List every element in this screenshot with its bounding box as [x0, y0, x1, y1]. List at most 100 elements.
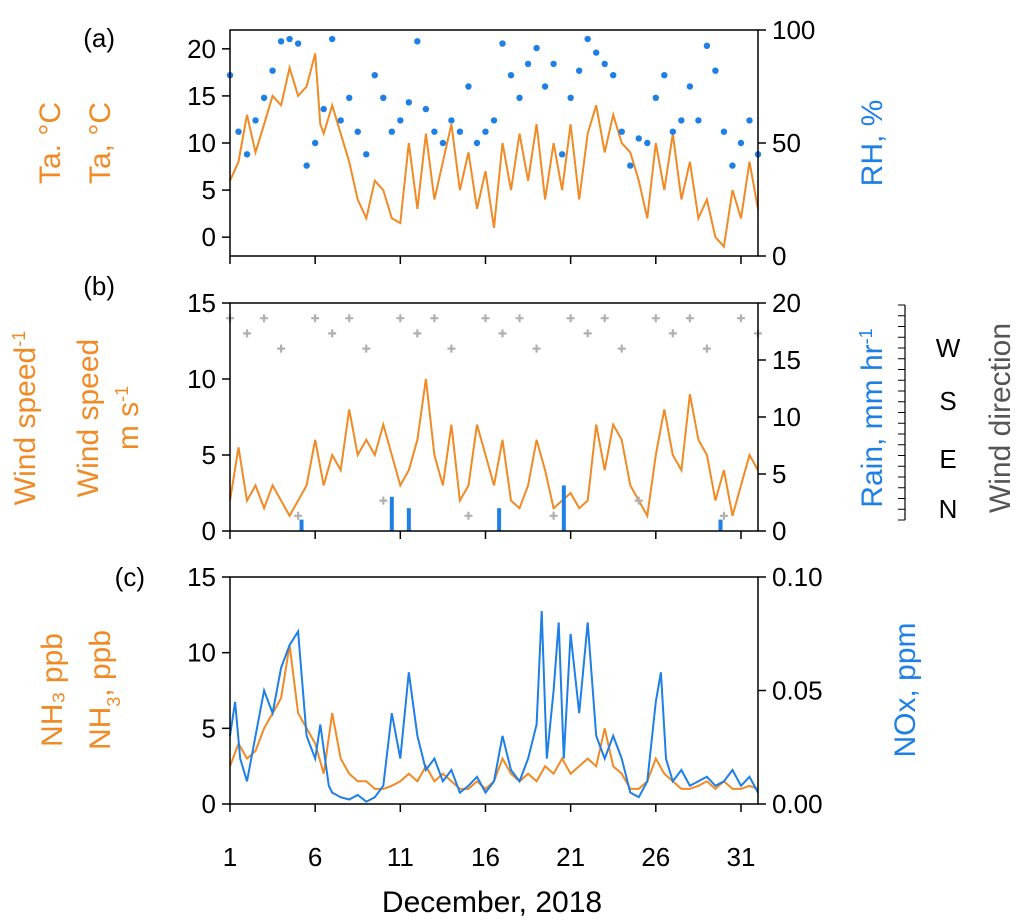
panel-c-data	[229, 610, 759, 803]
wind-direction-point	[736, 314, 745, 323]
rain-bar	[299, 519, 304, 531]
wind-direction-point	[498, 329, 507, 338]
panel-b-left-ticks: 0 5 10 15	[187, 288, 230, 546]
wind-direction-point	[617, 344, 626, 353]
rh-point	[294, 40, 302, 47]
panel-label-c: (c)	[115, 562, 145, 592]
rh-point	[618, 128, 625, 135]
wind-direction-point	[413, 329, 422, 338]
wind-direction-point	[600, 314, 609, 323]
rh-point	[414, 38, 421, 45]
wind-direction-point	[362, 344, 371, 353]
rh-point	[328, 35, 336, 43]
rh-point	[695, 117, 702, 124]
left-tick-label: 15	[187, 562, 216, 592]
right-tick-label: 100	[772, 15, 815, 45]
wind-direction-point	[277, 344, 286, 353]
wind-direction-point	[464, 511, 473, 520]
rh-point	[507, 72, 515, 79]
panel-c-right-label: NOx, ppm	[889, 622, 922, 757]
left-tick-label: 20	[187, 34, 216, 64]
rh-point	[473, 139, 481, 147]
wind-direction-point	[328, 329, 337, 338]
rh-point	[337, 117, 344, 124]
rh-point	[465, 83, 472, 90]
direction-label-W: W	[936, 333, 961, 363]
wind-direction-point	[379, 496, 388, 505]
wind-direction-point	[396, 314, 405, 323]
panel-a-left-ticks: 0 5 10 15 20	[187, 34, 230, 252]
panel-c-left-label: NH3, ppb	[84, 630, 124, 750]
panel-c-left-label-ghost: NH₃ ppb	[36, 633, 69, 747]
panel-a-left-label-ghost: Ta. °C	[34, 102, 67, 184]
rh-point	[610, 72, 617, 79]
direction-label-E: E	[939, 444, 956, 474]
panel-c: (c) 0 5 10 15 0.00 0.05 0.10 NH₃ ppb NH3, ppb…	[36, 562, 922, 819]
right-tick-label: 50	[772, 128, 801, 158]
series-line-wind-speed	[229, 378, 759, 519]
wind-direction-point	[260, 314, 269, 323]
rh-point	[541, 83, 549, 90]
rh-point	[601, 60, 608, 68]
left-tick-label: 10	[187, 638, 216, 668]
rh-point	[260, 94, 268, 102]
rh-point	[482, 128, 489, 135]
rh-point	[746, 117, 753, 124]
panel-a-right-ticks: 0 50 100	[758, 15, 815, 271]
left-tick-label: 0	[202, 789, 216, 819]
wind-direction-point	[549, 511, 558, 520]
x-tick-label: 11	[387, 842, 414, 872]
rh-point	[499, 40, 506, 47]
rh-point	[405, 99, 413, 106]
rh-point	[652, 94, 660, 102]
panel-b-data	[226, 314, 762, 531]
panel-label-a: (a)	[83, 23, 115, 53]
rh-point	[703, 42, 711, 50]
panel-a-left-label: Ta, °C	[84, 102, 117, 184]
panel-b-left-label-line1: Wind speed	[72, 339, 105, 497]
rh-point	[524, 60, 532, 68]
left-tick-label: 5	[202, 175, 216, 205]
rh-point	[439, 139, 447, 147]
panel-a-frame	[229, 29, 759, 257]
panel-b-left-label-line2: m s-1	[112, 386, 145, 450]
wind-direction-point	[515, 314, 524, 323]
rh-point	[558, 151, 566, 158]
rh-point	[363, 151, 370, 158]
rain-bar	[406, 508, 411, 531]
right-tick-label: 20	[772, 288, 801, 318]
wind-direction-point	[345, 314, 354, 323]
panel-a-data	[226, 35, 762, 249]
panel-a-right-label: RH, %	[856, 100, 889, 187]
rh-point	[627, 162, 634, 169]
right-tick-label: 5	[772, 459, 786, 489]
rh-point	[346, 94, 353, 102]
rh-point	[354, 128, 361, 135]
rh-point	[635, 135, 642, 142]
wind-direction-point	[294, 511, 303, 520]
rh-point	[371, 72, 378, 79]
rh-point	[533, 44, 540, 52]
direction-label-S: S	[939, 386, 956, 416]
right-tick-label: 10	[772, 402, 801, 432]
rh-point	[380, 94, 387, 102]
rh-point	[320, 105, 327, 113]
x-axis-label: December, 2018	[382, 886, 602, 919]
rh-point	[277, 38, 285, 45]
panel-b-right-ticks: 0 5 10 15 20	[758, 288, 801, 546]
rh-point	[286, 35, 293, 43]
rh-point	[490, 117, 498, 124]
right-tick-label: 0.05	[772, 676, 823, 706]
rh-point	[235, 128, 242, 135]
wind-direction-point	[634, 496, 643, 505]
rh-point	[422, 105, 430, 113]
rh-point	[575, 67, 583, 74]
left-tick-label: 0	[202, 516, 216, 546]
series-line-nh3	[229, 644, 759, 791]
right-tick-label: 0.00	[772, 789, 823, 819]
panel-b-far-right-label: Wind direction	[984, 323, 1017, 513]
left-tick-label: 0	[202, 222, 216, 252]
rh-point	[686, 83, 694, 90]
